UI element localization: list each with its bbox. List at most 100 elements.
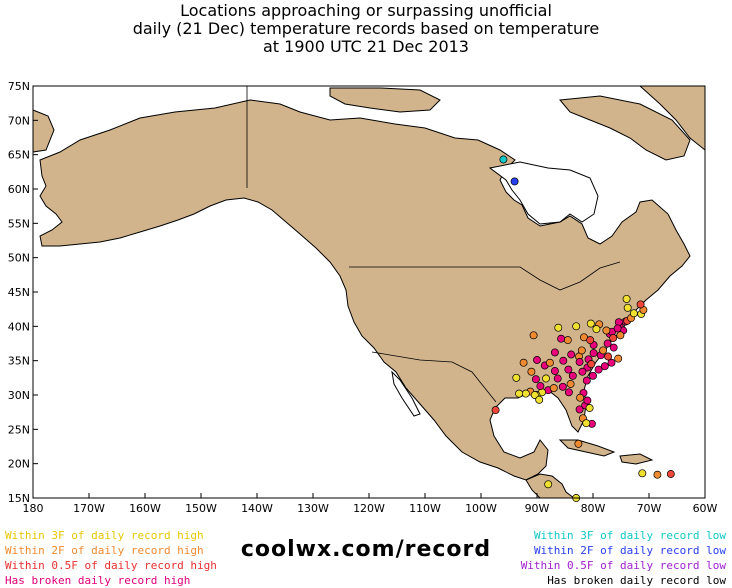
station-marker-within-3f-high — [585, 404, 594, 412]
land-layer — [32, 85, 706, 499]
y-tick-label: 75N — [8, 80, 30, 93]
station-marker-within-2f-high — [529, 331, 538, 340]
station-marker-within-2f-high — [614, 354, 623, 363]
y-tick-label: 35N — [8, 355, 30, 368]
station-marker-broken-high — [559, 356, 568, 365]
x-axis: 180 170W 160W 150W 140W 130W 120W 110W 100W 90W 80… — [23, 493, 718, 515]
station-marker-broken-high — [589, 349, 598, 358]
station-marker-broken-high — [575, 405, 584, 414]
station-marker-within-3f-high — [582, 419, 591, 428]
station-marker-within-3f-high — [515, 389, 524, 398]
station-marker-broken-high — [550, 367, 559, 375]
station-marker-within-3f-high — [586, 319, 595, 328]
title-line-1: Locations approaching or surpassing unof… — [180, 1, 552, 20]
station-marker-within-05f-high — [586, 336, 595, 345]
x-tick-label: 100W — [465, 502, 497, 515]
legend-record-high: Within 3F of daily record high Within 2F… — [5, 528, 217, 588]
station-marker-within-05f-high — [491, 406, 500, 415]
station-marker-within-2f-high — [563, 336, 572, 345]
station-marker-broken-high — [609, 343, 618, 352]
station-marker-broken-high — [553, 374, 562, 383]
hudson-bay — [488, 161, 599, 225]
station-marker-within-2f-high — [602, 326, 611, 335]
station-marker-broken-high — [567, 350, 576, 359]
legend-within-2f-high: Within 2F of daily record high — [5, 544, 204, 557]
station-marker-broken-high — [594, 365, 603, 374]
x-tick-label: 110W — [409, 502, 441, 515]
legend-within-3f-high: Within 3F of daily record high — [5, 529, 204, 542]
station-marker-within-3f-high — [535, 395, 544, 404]
y-tick-label: 50N — [8, 252, 30, 265]
y-tick-label: 15N — [8, 492, 30, 505]
legend-within-05f-low: Within 0.5F of daily record low — [520, 559, 726, 572]
x-tick-label: 130W — [297, 502, 329, 515]
station-marker-broken-high — [536, 382, 545, 391]
x-tick-label: 170W — [73, 502, 105, 515]
station-marker-within-2f-high — [527, 367, 536, 376]
legend-within-05f-high: Within 0.5F of daily record high — [5, 559, 217, 572]
station-marker-within-05f-high — [604, 352, 613, 361]
station-marker-within-3f-high — [512, 373, 521, 382]
y-tick-label: 25N — [8, 423, 30, 436]
station-marker-broken-high — [600, 362, 609, 371]
station-marker-within-3f-high — [592, 325, 601, 334]
legend-broken-low: Has broken daily record low — [547, 574, 726, 587]
station-marker-broken-high — [603, 339, 612, 348]
y-tick-label: 70N — [8, 114, 30, 127]
y-tick-label: 60N — [8, 183, 30, 196]
cuba — [558, 439, 616, 457]
x-tick-label: 90W — [525, 502, 550, 515]
x-tick-label: 150W — [185, 502, 217, 515]
station-marker-within-2f-low — [510, 177, 519, 186]
station-marker-within-2f-high — [519, 358, 528, 367]
x-tick-label: 80W — [581, 502, 606, 515]
station-marker-broken-high — [613, 324, 622, 333]
legend-record-low: Within 3F of daily record low Within 2F … — [521, 528, 726, 588]
station-marker-within-3f-high — [629, 309, 638, 318]
y-tick-label: 20N — [8, 458, 30, 471]
station-marker-within-05f-high — [587, 360, 596, 369]
x-tick-label: 120W — [353, 502, 385, 515]
station-marker-within-3f-high — [521, 389, 530, 398]
station-marker-within-2f-high — [545, 358, 554, 367]
arctic-islands — [329, 87, 441, 113]
station-marker-within-3f-low — [499, 155, 508, 164]
station-marker-within-05f-high — [609, 334, 618, 342]
gulf-of-california — [391, 370, 421, 417]
us-canada-border — [349, 261, 621, 291]
station-marker-broken-high — [558, 382, 567, 391]
station-marker-within-2f-high — [574, 439, 583, 448]
station-marker-within-3f-high — [554, 323, 563, 332]
stations-layer — [491, 155, 675, 502]
us-mexico-border — [371, 351, 497, 403]
y-tick-label: 45N — [8, 286, 30, 299]
station-marker-within-2f-high — [566, 380, 575, 388]
y-axis: 15N 20N 25N 30N 35N 40N 45N 50N 55N 60N 65N 70N 75N — [8, 80, 38, 505]
station-marker-within-3f-high — [530, 391, 539, 399]
station-marker-broken-high — [557, 334, 566, 343]
station-marker-within-3f-high — [542, 374, 550, 383]
legend-within-3f-low: Within 3F of daily record low — [533, 529, 726, 542]
y-tick-label: 40N — [8, 320, 30, 333]
station-marker-within-2f-high — [653, 470, 662, 479]
station-marker-within-2f-high — [599, 346, 608, 355]
station-marker-broken-high — [607, 358, 616, 367]
station-marker-within-3f-high — [572, 322, 581, 331]
x-tick-label: 70W — [637, 502, 662, 515]
station-marker-within-3f-high — [638, 469, 647, 478]
station-marker-within-2f-high — [616, 331, 625, 340]
station-marker-broken-high — [564, 388, 573, 397]
title-line-3: at 1900 UTC 21 Dec 2013 — [263, 37, 469, 56]
station-marker-within-3f-high — [622, 294, 631, 303]
baffin-island — [559, 95, 691, 161]
station-marker-broken-high — [589, 371, 597, 380]
title-line-2: daily (21 Dec) temperature records based… — [132, 19, 600, 38]
station-marker-broken-high — [582, 376, 591, 385]
hispaniola — [619, 453, 654, 465]
station-marker-broken-high — [531, 375, 540, 384]
x-tick-label: 140W — [241, 502, 273, 515]
station-marker-broken-high — [564, 365, 573, 374]
brand-url: coolwx.com/record — [240, 537, 492, 562]
x-tick-label: 60W — [693, 502, 718, 515]
station-marker-within-2f-high — [576, 393, 585, 402]
